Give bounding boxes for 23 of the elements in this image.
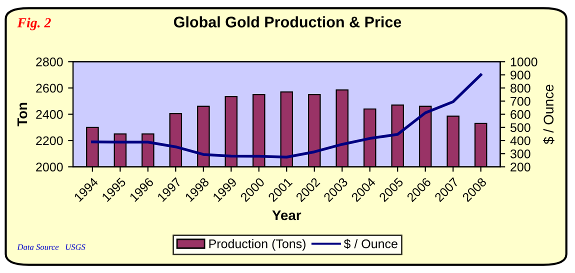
- y-tick-label: 2600: [36, 84, 63, 93]
- legend-label: Production (Tons): [209, 239, 306, 251]
- y-tick-label: 2800: [36, 58, 63, 66]
- y2-tick-label: 400: [510, 136, 530, 146]
- legend-label: $ / Ounce: [344, 238, 398, 249]
- y2-axis-title: $ / Ounce: [543, 84, 554, 144]
- y2-tick-label: 500: [510, 123, 530, 132]
- y2-tick-label: 900: [510, 70, 530, 80]
- caption: Fig. 2: [17, 18, 51, 30]
- y-tick-label: 2200: [36, 136, 63, 146]
- source-note: Data Source USGS: [17, 244, 86, 250]
- y2-tick-label: 600: [510, 110, 530, 119]
- y2-tick-label: 800: [510, 84, 530, 93]
- y2-tick-label: 1000: [510, 58, 538, 66]
- y-tick-label: 2400: [36, 110, 63, 119]
- y2-tick-label: 200: [510, 162, 530, 172]
- y-axis-title: Ton: [18, 102, 28, 126]
- line-series: [91, 73, 482, 158]
- y2-tick-label: 300: [510, 149, 530, 158]
- y-tick-label: 2000: [36, 162, 63, 172]
- chart-title: Global Gold Production & Price: [174, 16, 402, 28]
- y2-tick-label: 700: [510, 96, 530, 106]
- x-axis-title: Year: [272, 210, 302, 220]
